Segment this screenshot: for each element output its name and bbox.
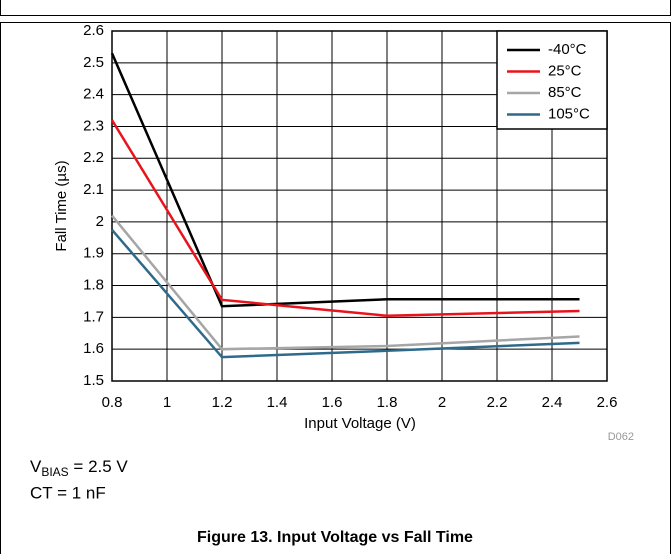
figure-id: D062	[608, 431, 634, 443]
legend-label: 25°C	[548, 62, 582, 79]
x-tick-label: 1.4	[267, 394, 288, 411]
y-tick-label: 2	[96, 213, 104, 230]
series-line	[110, 52, 580, 308]
x-tick-label: 2.4	[542, 394, 563, 411]
x-tick-label: 1.2	[212, 394, 233, 411]
legend-label: -40°C	[548, 41, 587, 58]
legend-label: 85°C	[548, 84, 582, 101]
series-line	[111, 229, 580, 359]
caption: Figure 13. Input Voltage vs Fall Time	[197, 529, 473, 546]
y-tick-label: 2.6	[83, 22, 104, 39]
x-tick-label: 2.2	[487, 394, 508, 411]
plot-border	[111, 30, 608, 382]
note: VBIAS = 2.5 V	[30, 457, 128, 479]
x-tick-label: 1.6	[322, 394, 343, 411]
y-tick-label: 2.1	[83, 181, 104, 198]
note-sub: BIAS	[41, 465, 68, 479]
x-tick-label: 0.8	[102, 394, 123, 411]
note: CT = 1 nF	[30, 483, 106, 502]
y-tick-label: 1.9	[83, 245, 104, 262]
x-tick-label: 2.6	[597, 394, 618, 411]
y-tick-label: 1.7	[83, 308, 104, 325]
note-after: = 2.5 V	[69, 457, 129, 476]
y-tick-label: 1.5	[83, 372, 104, 389]
series-line	[111, 214, 580, 351]
series-line	[110, 119, 580, 318]
x-tick-label: 2	[438, 394, 446, 411]
legend-label: 105°C	[548, 105, 590, 122]
y-tick-label: 2.5	[83, 54, 104, 71]
y-tick-label: 2.4	[83, 86, 104, 103]
x-tick-label: 1	[163, 394, 171, 411]
y-tick-label: 1.8	[83, 277, 104, 294]
y-tick-label: 2.3	[83, 117, 104, 134]
note-text: V	[30, 457, 42, 476]
x-tick-label: 1.8	[377, 394, 398, 411]
legend-box	[496, 30, 608, 130]
x-axis-label: Input Voltage (V)	[304, 415, 416, 432]
y-tick-label: 2.2	[83, 149, 104, 166]
y-tick-label: 1.6	[83, 340, 104, 357]
y-axis-label: Fall Time (µs)	[53, 160, 70, 251]
top-frame	[0, 0, 671, 16]
